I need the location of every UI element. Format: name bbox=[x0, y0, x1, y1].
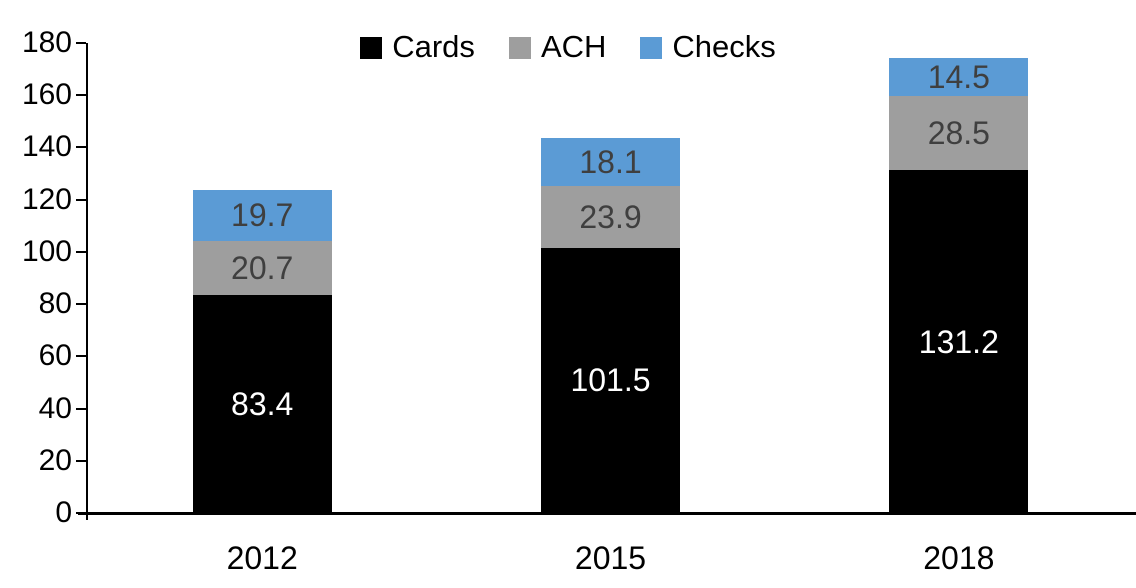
legend-item-ach: ACH bbox=[508, 29, 607, 64]
bar-value-label-2018-checks: 14.5 bbox=[927, 59, 990, 96]
bar-value-label-2012-checks: 19.7 bbox=[231, 197, 294, 234]
bar-segment-2015-checks: 18.1 bbox=[541, 138, 680, 186]
legend-item-checks: Checks bbox=[640, 29, 776, 64]
x-axis-label-2018: 2018 bbox=[923, 540, 995, 576]
y-axis-tick bbox=[76, 303, 86, 306]
bar-segment-2015-ach: 23.9 bbox=[541, 185, 680, 248]
bar-value-label-2015-checks: 18.1 bbox=[579, 143, 642, 180]
y-axis-label-160: 160 bbox=[21, 78, 72, 112]
bar-segment-2012-checks: 19.7 bbox=[192, 189, 332, 242]
y-axis-label-100: 100 bbox=[21, 234, 72, 268]
y-axis-tick bbox=[76, 250, 86, 253]
y-axis-label-140: 140 bbox=[21, 130, 72, 164]
x-axis-label-2012: 2012 bbox=[226, 540, 298, 576]
bar-segment-2018-checks: 14.5 bbox=[889, 58, 1029, 96]
legend-item-cards: Cards bbox=[360, 31, 475, 64]
y-axis-tick bbox=[76, 407, 86, 410]
y-axis-label-40: 40 bbox=[38, 391, 72, 425]
y-axis-line bbox=[86, 43, 88, 520]
y-axis-label-60: 60 bbox=[38, 339, 72, 373]
bar-value-label-2015-ach: 23.9 bbox=[579, 198, 642, 235]
bar-segment-2015-cards: 101.5 bbox=[541, 247, 680, 513]
y-axis-tick bbox=[76, 42, 86, 44]
bar-value-label-2018-ach: 28.5 bbox=[927, 115, 990, 152]
legend-swatch-ach bbox=[508, 36, 531, 59]
x-axis-line bbox=[78, 512, 1136, 515]
y-axis-tick bbox=[76, 355, 86, 358]
legend-swatch-checks bbox=[640, 36, 663, 59]
bar-value-label-2012-cards: 83.4 bbox=[231, 386, 294, 423]
legend-label: ACH bbox=[540, 29, 607, 64]
y-axis-tick bbox=[76, 146, 86, 149]
bar-segment-2018-cards: 131.2 bbox=[889, 170, 1029, 513]
legend-swatch-cards bbox=[360, 36, 383, 59]
bar-value-label-2012-ach: 20.7 bbox=[231, 250, 294, 287]
y-axis-label-80: 80 bbox=[38, 287, 72, 321]
legend-label: Checks bbox=[672, 29, 776, 64]
x-axis-label-2015: 2015 bbox=[574, 540, 647, 576]
bar-value-label-2015-cards: 101.5 bbox=[570, 362, 651, 399]
y-axis-label-120: 120 bbox=[21, 182, 72, 216]
y-axis-tick bbox=[76, 512, 86, 514]
legend-label: Cards bbox=[392, 29, 475, 64]
y-axis-tick bbox=[76, 459, 86, 462]
bar-segment-2018-ach: 28.5 bbox=[889, 96, 1029, 171]
y-axis-tick bbox=[76, 198, 86, 201]
y-axis-label-180: 180 bbox=[21, 26, 72, 59]
y-axis-label-0: 0 bbox=[55, 496, 72, 529]
bar-segment-2012-ach: 20.7 bbox=[192, 241, 332, 296]
y-axis-label-20: 20 bbox=[38, 443, 72, 477]
bar-value-label-2018-cards: 131.2 bbox=[918, 323, 999, 360]
bar-segment-2012-cards: 83.4 bbox=[192, 295, 332, 513]
y-axis-tick bbox=[76, 94, 86, 97]
